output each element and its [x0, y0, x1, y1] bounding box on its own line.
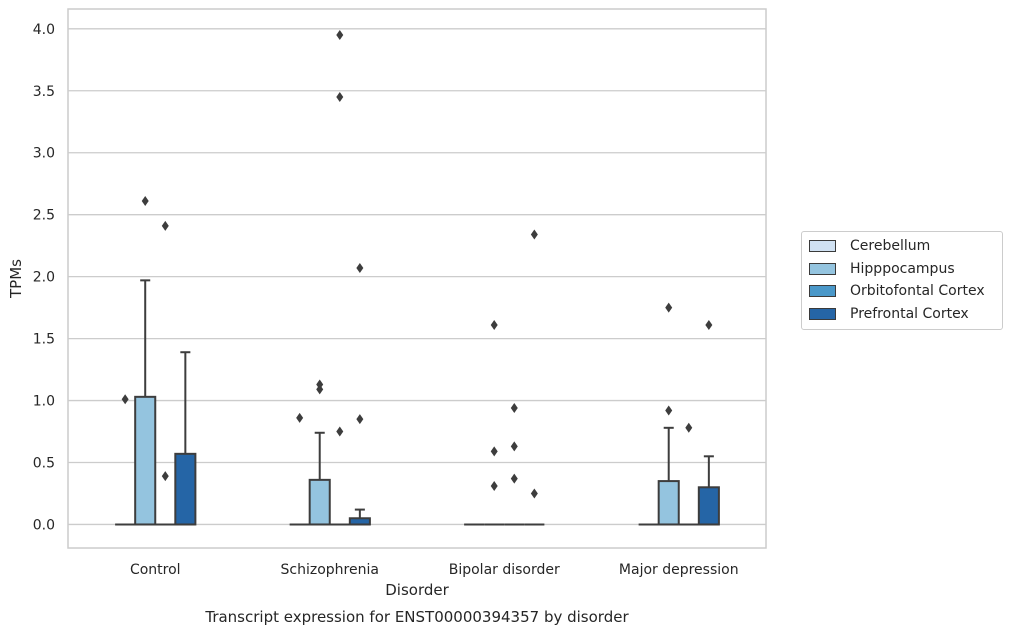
- box-body: [174, 452, 197, 526]
- x-tick-label: Bipolar disorder: [449, 562, 560, 578]
- box-hipppocampus: [657, 302, 680, 526]
- y-tick-label: 4.0: [33, 22, 55, 38]
- outlier-point: [356, 262, 364, 273]
- outlier-point: [665, 302, 673, 313]
- legend-swatch: [809, 240, 836, 253]
- y-tick-label: 0.0: [33, 517, 55, 533]
- chart-title: Transcript expression for ENST0000039435…: [204, 608, 629, 626]
- box-cerebellum: [289, 412, 310, 526]
- x-axis-title: Disorder: [385, 581, 449, 599]
- outlier-point: [705, 319, 713, 330]
- outlier-point: [121, 394, 129, 405]
- y-tick-label: 2.5: [33, 208, 55, 224]
- outlier-point: [336, 91, 344, 102]
- outlier-point: [510, 473, 518, 484]
- legend-item: Hipppocampus: [802, 258, 1002, 281]
- legend-label: Hipppocampus: [850, 260, 955, 277]
- y-axis-title: TPMs: [7, 259, 25, 299]
- legend-swatch: [809, 285, 836, 298]
- legend-label: Prefrontal Cortex: [850, 305, 969, 322]
- outlier-point: [490, 481, 498, 492]
- legend-swatch: [809, 307, 836, 320]
- box-prefrontal-cortex: [697, 319, 720, 526]
- box-body: [308, 478, 331, 526]
- box-prefrontal-cortex: [348, 262, 371, 526]
- legend-label: Cerebellum: [850, 238, 931, 255]
- outlier-point: [161, 220, 169, 231]
- box-hipppocampus: [484, 319, 505, 526]
- outlier-point: [530, 488, 538, 499]
- legend-swatch: [809, 262, 836, 275]
- outlier-point: [510, 402, 518, 413]
- outlier-point: [530, 229, 538, 240]
- legend-label: Orbitofontal Cortex: [850, 283, 985, 300]
- outlier-point: [356, 414, 364, 425]
- outlier-point: [510, 441, 518, 452]
- box-hipppocampus: [134, 196, 157, 526]
- box-orbitofontal-cortex: [155, 220, 176, 526]
- box-body: [697, 486, 720, 526]
- outlier-point: [161, 471, 169, 482]
- y-tick-label: 3.5: [33, 84, 55, 100]
- box-orbitofontal-cortex: [329, 30, 350, 526]
- box-orbitofontal-cortex: [504, 402, 525, 526]
- box-body: [134, 395, 157, 526]
- x-tick-label: Control: [130, 562, 181, 578]
- outlier-point: [316, 379, 324, 390]
- box-cerebellum: [115, 394, 136, 526]
- box-hipppocampus: [308, 379, 331, 526]
- outlier-point: [490, 319, 498, 330]
- legend-item: Prefrontal Cortex: [802, 303, 1002, 326]
- box-prefrontal-cortex: [524, 229, 545, 526]
- legend-item: Cerebellum: [802, 235, 1002, 258]
- box-orbitofontal-cortex: [678, 422, 699, 526]
- outlier-point: [685, 422, 693, 433]
- y-tick-label: 1.0: [33, 394, 55, 410]
- y-tick-label: 2.0: [33, 270, 55, 286]
- outlier-point: [336, 426, 344, 437]
- outlier-point: [141, 196, 149, 207]
- x-tick-label: Schizophrenia: [281, 562, 379, 578]
- box-prefrontal-cortex: [174, 351, 197, 526]
- outlier-point: [490, 446, 498, 457]
- outlier-point: [336, 30, 344, 41]
- y-tick-label: 0.5: [33, 456, 55, 472]
- box-body: [657, 480, 680, 526]
- legend-item: Orbitofontal Cortex: [802, 280, 1002, 303]
- outlier-point: [296, 412, 304, 423]
- plot-area-frame: [67, 8, 767, 549]
- chart-legend: Cerebellum Hipppocampus Orbitofontal Corte…: [801, 231, 1003, 330]
- y-tick-label: 3.0: [33, 146, 55, 162]
- x-tick-label: Major depression: [619, 562, 739, 578]
- outlier-point: [665, 405, 673, 416]
- y-tick-label: 1.5: [33, 332, 55, 348]
